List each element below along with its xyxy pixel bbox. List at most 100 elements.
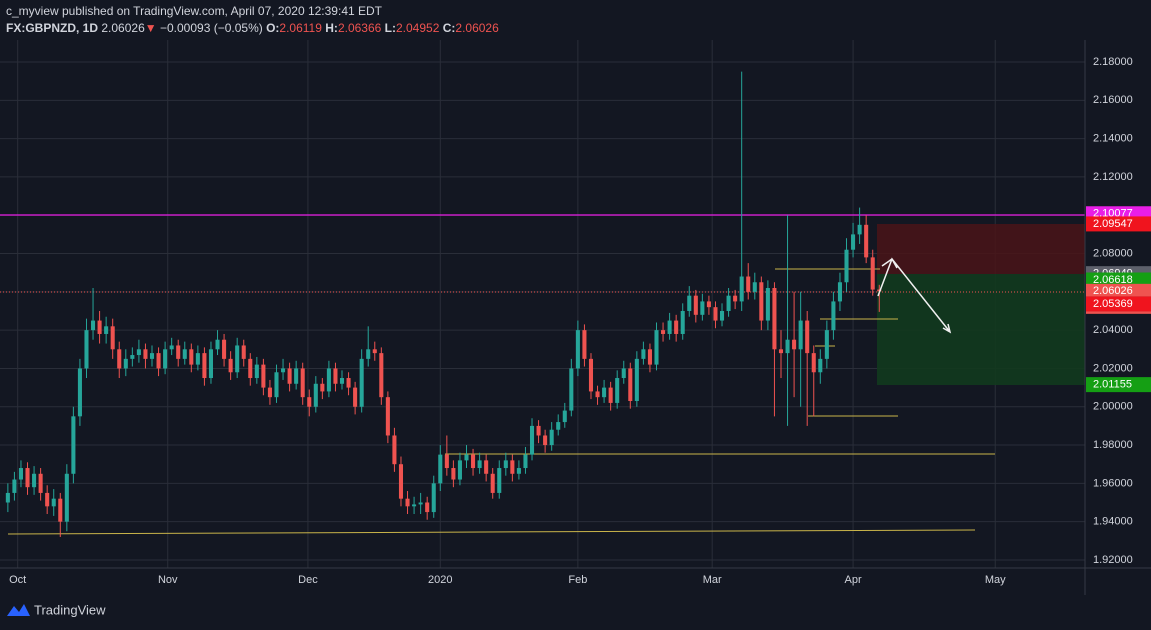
candle-body (346, 378, 351, 388)
candle-body (379, 353, 384, 398)
candle-body (595, 391, 600, 398)
symbol: FX:GBPNZD, 1D (6, 21, 99, 35)
candle-body (398, 464, 404, 499)
last-price: 2.06026 (101, 21, 145, 35)
price-badge-label: 2.06618 (1093, 274, 1133, 286)
stop-zone (877, 224, 1085, 274)
candle-body (693, 295, 698, 315)
candle-body (687, 295, 692, 311)
candle-body (510, 460, 515, 474)
candle-body (549, 429, 554, 446)
candle-body (12, 479, 17, 493)
candle-body (18, 468, 23, 480)
candle-body (300, 368, 305, 398)
candle-body (248, 358, 253, 379)
change-arrow: ▼ (144, 21, 157, 35)
forecast-arrow (877, 257, 952, 334)
candle-body (857, 224, 862, 235)
candle-body (543, 435, 548, 446)
y-tick-label: 1.96000 (1093, 477, 1133, 489)
candle-body (661, 330, 666, 334)
candle-body (503, 460, 508, 469)
candle-body (274, 372, 279, 398)
candle-body (189, 349, 194, 365)
candle-body (267, 387, 272, 398)
price-badge-label: 2.09547 (1093, 218, 1133, 230)
candle-body (294, 368, 299, 384)
price-badge-label: 2.05369 (1093, 298, 1133, 310)
candle-body (366, 349, 371, 359)
candle-body (464, 454, 469, 461)
o-value: 2.06119 (279, 21, 322, 35)
y-tick-label: 2.14000 (1093, 133, 1133, 145)
l-label: L: (384, 21, 396, 35)
candle-body (169, 345, 174, 350)
candle-body (104, 326, 109, 334)
x-tick-label: Apr (844, 574, 861, 586)
publish-line: c_myview published on TradingView.com, A… (6, 4, 382, 18)
candle-body (163, 349, 168, 369)
candle-body (615, 378, 620, 403)
x-tick-label: Oct (9, 574, 26, 586)
o-label: O: (266, 21, 280, 35)
x-tick-label: Feb (568, 574, 587, 586)
candle-body (392, 435, 397, 465)
y-tick-label: 2.16000 (1093, 94, 1133, 106)
candle-body (418, 502, 423, 505)
candle-body (844, 249, 849, 283)
candle-body (235, 345, 240, 373)
candle-body (38, 473, 43, 493)
candle-body (484, 460, 489, 474)
candle-body (385, 397, 390, 436)
candle-body (798, 320, 803, 350)
candle-body (490, 473, 495, 493)
candle-body (359, 358, 364, 407)
candle-body (130, 355, 135, 359)
candle-body (805, 320, 810, 354)
candle-body (444, 454, 449, 469)
candle-body (870, 257, 875, 290)
candle-body (575, 330, 580, 369)
candle-body (431, 483, 436, 513)
candle-body (667, 320, 672, 334)
candle-body (143, 349, 148, 359)
candle-body (412, 504, 417, 507)
x-tick-label: Nov (158, 574, 178, 586)
h-value: 2.06366 (337, 21, 382, 35)
candle-body (765, 288, 770, 321)
y-tick-label: 1.94000 (1093, 516, 1133, 528)
candle-body (195, 353, 200, 365)
y-tick-label: 2.12000 (1093, 171, 1133, 183)
candle-body (471, 454, 476, 469)
y-tick-label: 2.00000 (1093, 401, 1133, 413)
candles (5, 71, 882, 537)
x-tick-label: Dec (298, 574, 318, 586)
candle-body (706, 301, 711, 308)
candle-body (647, 349, 652, 365)
candle-body (438, 454, 443, 484)
candle-body (222, 339, 227, 359)
candle-body (785, 339, 790, 354)
candle-body (582, 330, 587, 359)
candle-body (339, 378, 345, 384)
candle-body (241, 345, 246, 359)
candle-body (864, 224, 869, 258)
candle-body (733, 295, 738, 302)
candle-body (562, 410, 567, 423)
candle-body (457, 460, 462, 480)
candle-body (254, 364, 259, 379)
candle-body (746, 276, 751, 292)
y-tick-label: 1.92000 (1093, 554, 1133, 566)
candle-body (497, 468, 502, 493)
candle-body (202, 353, 207, 379)
candle-body (792, 339, 797, 350)
candle-body (824, 330, 829, 359)
candle-body (556, 422, 561, 430)
candle-body (333, 368, 338, 384)
candle-body (156, 353, 161, 369)
candle-body (58, 498, 63, 522)
candle-body (602, 387, 607, 398)
target-zone (877, 274, 1085, 385)
candle-body (84, 330, 89, 369)
price-badge (1086, 377, 1151, 393)
